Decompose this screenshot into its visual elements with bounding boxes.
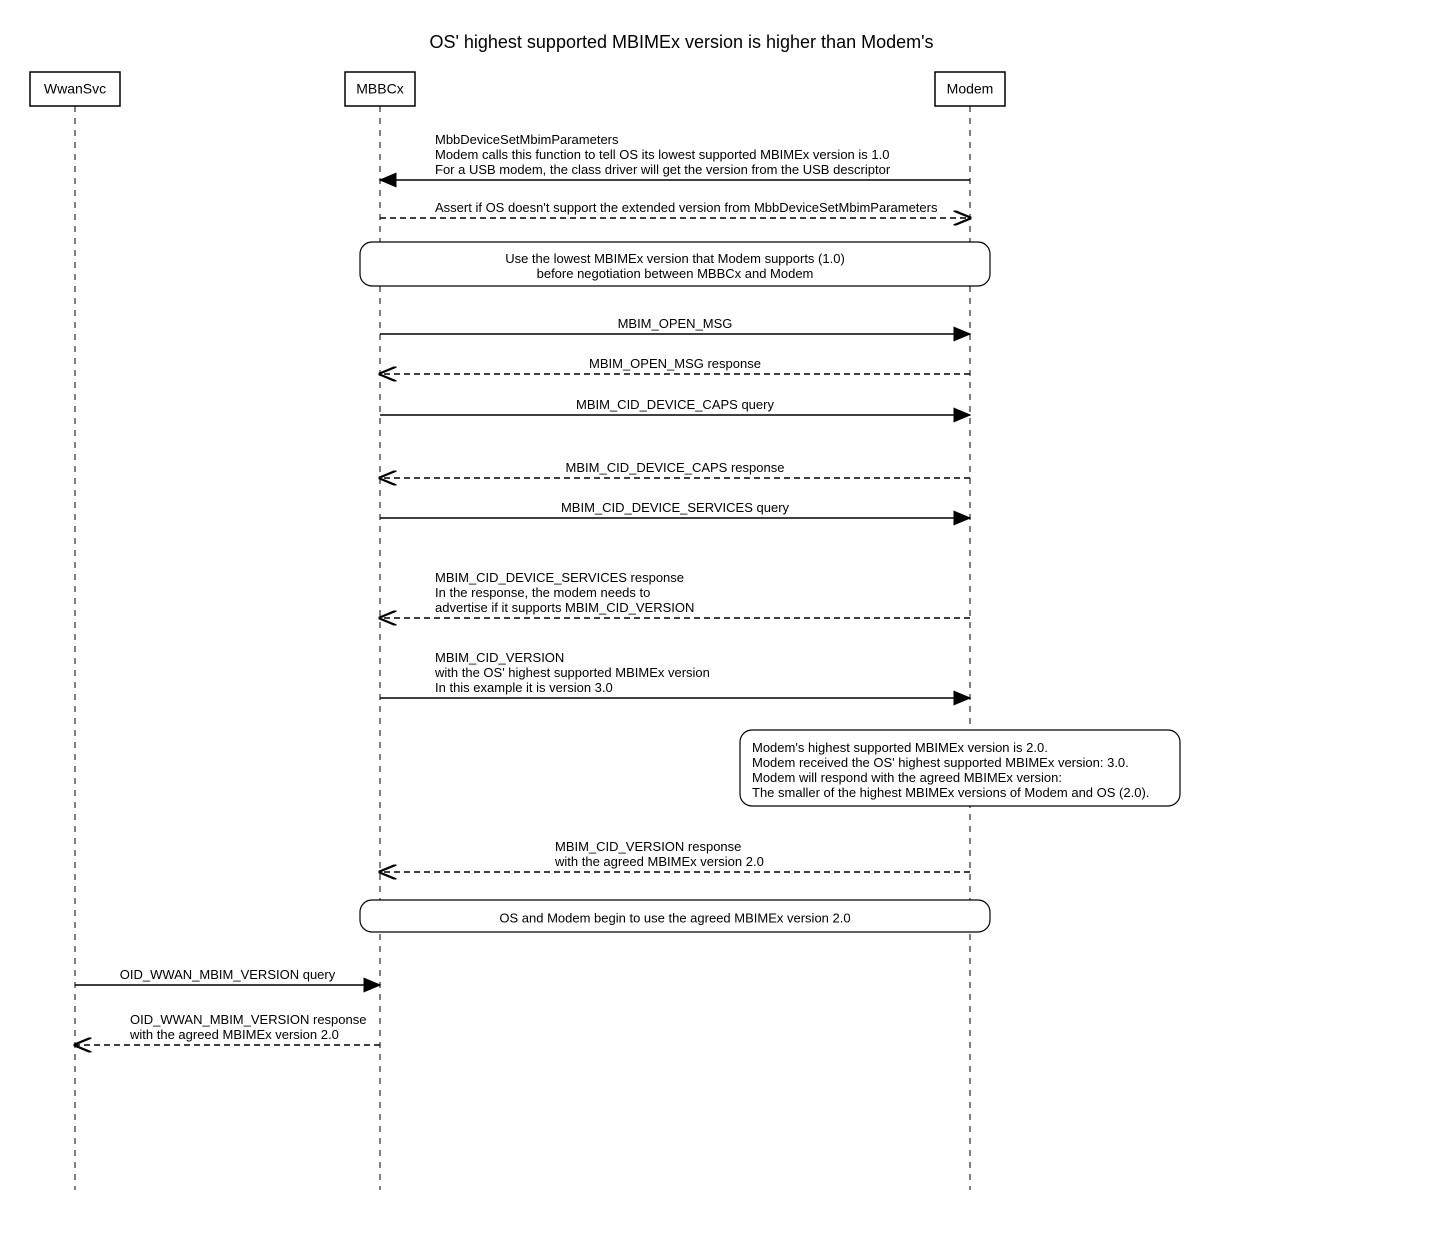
- message-label: MBIM_CID_VERSIONwith the OS' highest sup…: [434, 650, 710, 695]
- message-label: Assert if OS doesn't support the extende…: [435, 200, 938, 215]
- message-label: OID_WWAN_MBIM_VERSION responsewith the a…: [129, 1012, 366, 1042]
- sequence-diagram: OS' highest supported MBIMEx version is …: [20, 20, 1443, 1213]
- note-text: OS and Modem begin to use the agreed MBI…: [499, 911, 850, 926]
- participant-mbbcx-label: MBBCx: [356, 81, 403, 97]
- note-text: Use the lowest MBIMEx version that Modem…: [505, 251, 845, 281]
- message-label: MBIM_CID_DEVICE_SERVICES query: [561, 500, 790, 515]
- message-label: MBIM_CID_DEVICE_SERVICES responseIn the …: [435, 570, 694, 615]
- message-label: MBIM_OPEN_MSG: [618, 316, 733, 331]
- diagram-title: OS' highest supported MBIMEx version is …: [429, 32, 933, 52]
- participant-modem-label: Modem: [947, 81, 994, 97]
- message-label: MBIM_OPEN_MSG response: [589, 356, 761, 371]
- message-label: MBIM_CID_VERSION responsewith the agreed…: [554, 839, 764, 869]
- message-label: MbbDeviceSetMbimParametersModem calls th…: [435, 132, 891, 177]
- message-label: MBIM_CID_DEVICE_CAPS query: [576, 397, 774, 412]
- message-label: OID_WWAN_MBIM_VERSION query: [120, 967, 336, 982]
- message-label: MBIM_CID_DEVICE_CAPS response: [566, 460, 785, 475]
- participant-wwansvc-label: WwanSvc: [44, 81, 106, 97]
